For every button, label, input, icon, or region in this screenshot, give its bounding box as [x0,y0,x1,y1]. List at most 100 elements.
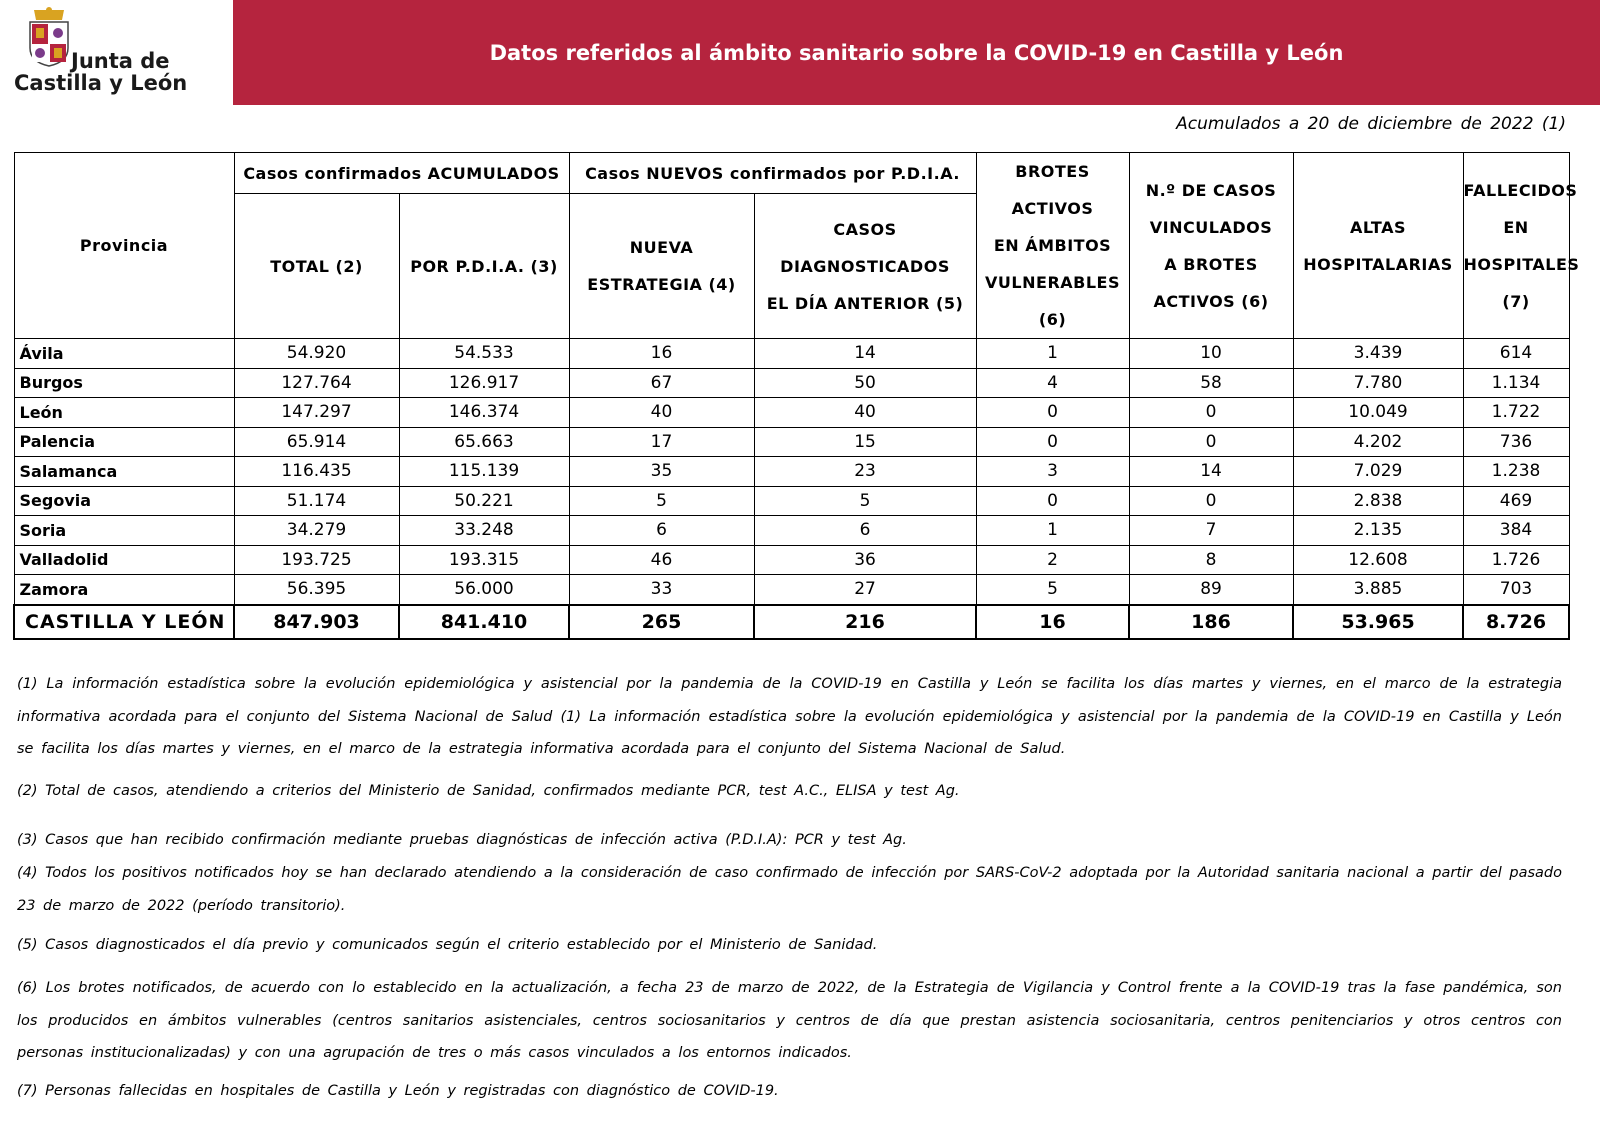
header-line: HOSPITALES [1463,254,1580,274]
header-line: ACTIVOS (6) [1153,291,1269,311]
data-row: Soria 34.279 33.248 6 6 1 7 2.135 384 [13,515,1570,546]
cell: 3.885 [1292,574,1464,605]
footnote: (2) Total de casos, atendiendo a criteri… [17,783,960,799]
cell: 193.725 [233,544,400,575]
logo-line: Castilla y León [14,71,188,95]
province: Ávila [13,338,235,369]
total-cell: 8.726 [1462,603,1571,640]
province: Salamanca [13,456,235,487]
cell: 5 [568,485,755,516]
cell: 56.395 [233,574,400,605]
header-line: ALTAS [1350,217,1407,237]
cell: 1.722 [1462,397,1570,428]
cell: 17 [568,426,755,457]
cell: 0 [1128,485,1294,516]
cell: 0 [975,426,1130,457]
cell: 67 [568,367,755,398]
cell: 40 [753,397,977,428]
cell: 7.780 [1292,367,1464,398]
date-note: Acumulados a 20 de diciembre de 2022 (1) [1176,114,1566,134]
data-row: Burgos 127.764 126.917 67 50 4 58 7.780 1.134 [13,367,1570,398]
province: Segovia [13,485,235,516]
province: Soria [13,515,235,546]
total-row: CASTILLA Y LEÓN 847.903 841.410 265 216 16 186… [13,603,1571,640]
column-header: FALLECIDOS EN HOSPITALES (7) [1462,152,1580,339]
cell: 36 [753,544,977,575]
cell: 40 [568,397,755,428]
cell: 116.435 [233,456,400,487]
column-header: POR P.D.I.A. (3) [398,193,570,339]
province: Valladolid [13,544,235,575]
cell: 0 [975,485,1130,516]
cell: 15 [753,426,977,457]
cell: 736 [1462,426,1570,457]
header-line: BROTES [1015,162,1090,181]
cell: 193.315 [398,544,570,575]
cell: 51.174 [233,485,400,516]
cell: 0 [1128,397,1294,428]
data-row: Valladolid 193.725 193.315 46 36 2 8 12.608 1.72… [13,544,1570,575]
header-line: NUEVA [629,238,694,258]
total-cell: 847.903 [233,603,400,640]
cell: 4.202 [1292,426,1464,457]
header-line: DIAGNOSTICADOS [780,256,950,276]
cell: 3 [975,456,1130,487]
header-line: EL DÍA ANTERIOR (5) [766,293,964,313]
column-header: N.º DE CASOS VINCULADOS A BROTES ACTIVOS (6… [1128,152,1294,339]
page-title: Datos referidos al ámbito sanitario sobr… [489,40,1344,65]
header-line: (6) [1038,310,1067,329]
title-banner: Datos referidos al ámbito sanitario sobr… [233,0,1600,105]
header-line: HOSPITALARIAS [1303,254,1453,274]
cell: 6 [568,515,755,546]
cell: 2.135 [1292,515,1464,546]
header-line: Provincia [79,236,169,255]
cell: 469 [1462,485,1570,516]
footnote: (7) Personas fallecidas en hospitales de… [17,1083,779,1099]
cell: 703 [1462,574,1570,605]
data-row: León 147.297 146.374 40 40 0 0 10.049 1.722 [13,397,1570,428]
header-row: TOTAL (2) POR P.D.I.A. (3) NUEVA ESTRATEGIA… [14,193,1569,339]
column-header: Provincia [13,152,235,339]
header-line: CASOS [833,219,897,239]
province: Zamora [13,574,235,605]
footnote: (3) Casos que han recibido confirmación … [17,832,907,848]
cell: 7.029 [1292,456,1464,487]
header-line: A BROTES [1164,254,1258,274]
cell: 16 [568,338,755,369]
cell: 23 [753,456,977,487]
cell: 56.000 [398,574,570,605]
header-line: VINCULADOS [1149,217,1273,237]
header-line: ESTRATEGIA (4) [587,275,736,295]
logo-shield [29,7,69,67]
logo-line: Junta de [71,49,170,73]
cell: 127.764 [233,367,400,398]
total-cell: 186 [1128,603,1295,640]
data-row: Salamanca 116.435 115.139 35 23 3 14 7.029 1.238 [13,456,1570,487]
column-header: CASOS DIAGNOSTICADOS EL DÍA ANTERIOR (5) [753,193,977,339]
cell: 65.663 [398,426,570,457]
cell: 50.221 [398,485,570,516]
cell: 54.920 [233,338,400,369]
cell: 10 [1128,338,1294,369]
province: Palencia [13,426,235,457]
cell: 384 [1462,515,1570,546]
province: León [13,397,235,428]
header-line: EN ÁMBITOS [993,236,1112,255]
column-header: ALTAS HOSPITALARIAS [1292,152,1464,339]
total-cell: 216 [752,603,978,640]
header-line: TOTAL (2) [270,256,363,276]
column-header: BROTES ACTIVOS EN ÁMBITOS VULNERABLES (6) [975,152,1130,339]
cell: 7 [1128,515,1294,546]
cell: 614 [1462,338,1570,369]
cell: 1 [975,515,1130,546]
header-line: VULNERABLES [985,273,1120,292]
cell: 2.838 [1292,485,1464,516]
cell: 115.139 [398,456,570,487]
cell: 1.726 [1462,544,1570,575]
total-cell: 16 [975,603,1131,640]
cell: 8 [1128,544,1294,575]
cell: 0 [975,397,1130,428]
data-row: Zamora 56.395 56.000 33 27 5 89 3.885 703 [13,574,1570,605]
cell: 1 [975,338,1130,369]
